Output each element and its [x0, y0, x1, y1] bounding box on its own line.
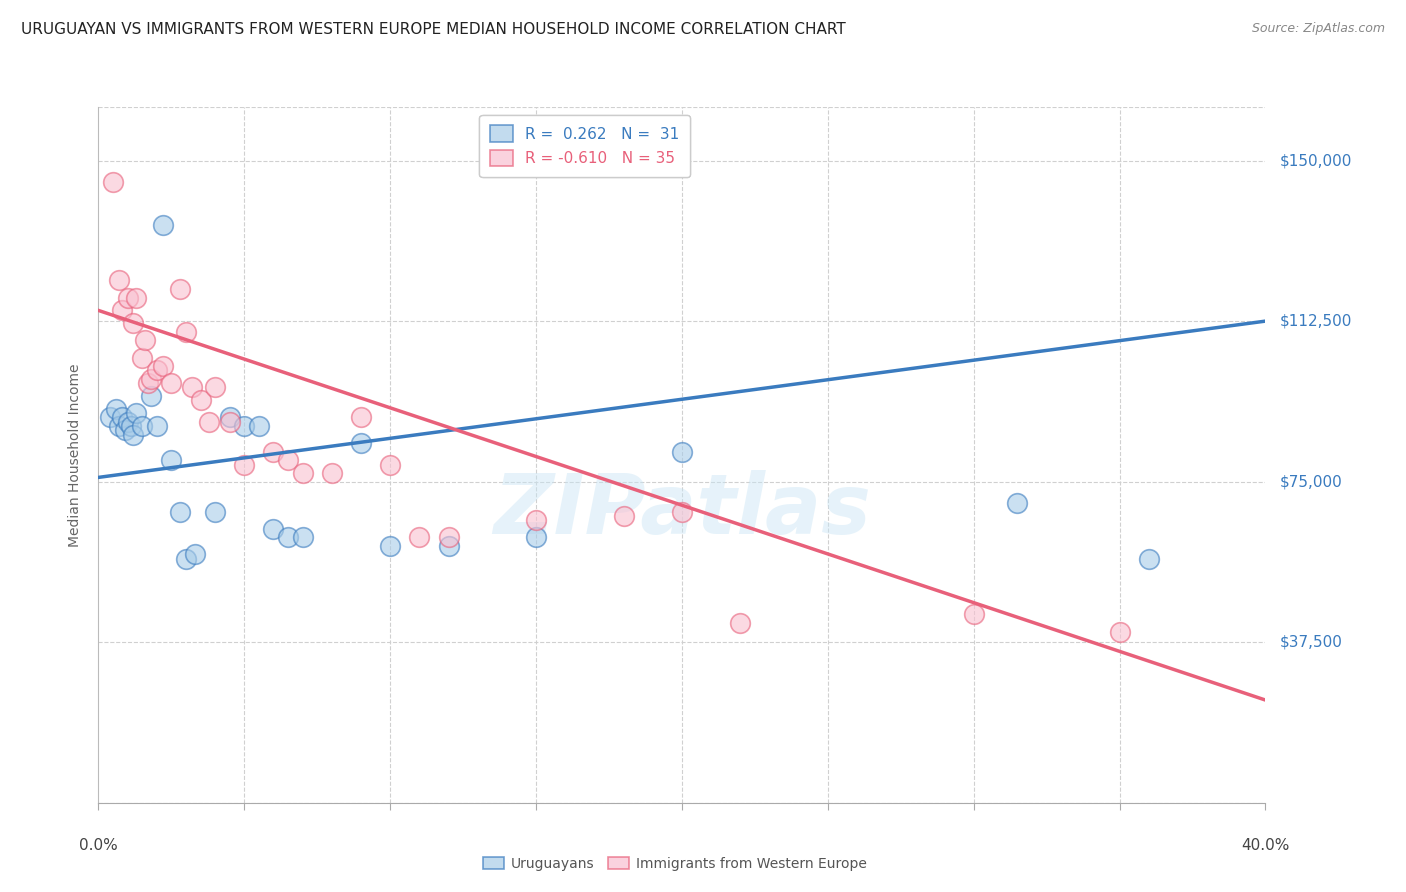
Point [190, 393, 212, 408]
Point [101, 175, 124, 189]
Point [612, 508, 634, 523]
Point [1108, 624, 1130, 639]
Point [204, 380, 226, 394]
Point [671, 505, 693, 519]
Point [277, 453, 299, 467]
Point [169, 282, 191, 296]
Point [247, 419, 270, 434]
Point [98, 410, 121, 425]
Y-axis label: Median Household Income: Median Household Income [69, 363, 83, 547]
Point [152, 359, 174, 373]
Point [204, 505, 226, 519]
Point [1007, 496, 1029, 510]
Legend: R =  0.262   N =  31, R = -0.610   N = 35: R = 0.262 N = 31, R = -0.610 N = 35 [479, 115, 690, 177]
Point [277, 530, 299, 544]
Point [350, 436, 373, 450]
Text: Source: ZipAtlas.com: Source: ZipAtlas.com [1251, 22, 1385, 36]
Point [139, 372, 162, 386]
Point [134, 334, 156, 348]
Point [146, 363, 169, 377]
Point [350, 410, 373, 425]
Text: ZIPatlas: ZIPatlas [494, 470, 870, 551]
Point [136, 376, 159, 391]
Point [233, 419, 256, 434]
Text: 0.0%: 0.0% [79, 838, 118, 853]
Text: $75,000: $75,000 [1279, 475, 1343, 489]
Point [108, 419, 131, 434]
Point [122, 427, 145, 442]
Point [111, 303, 134, 318]
Text: $112,500: $112,500 [1279, 314, 1351, 328]
Point [408, 530, 430, 544]
Point [962, 607, 984, 622]
Point [114, 423, 136, 437]
Point [233, 458, 256, 472]
Point [174, 325, 197, 339]
Point [146, 419, 169, 434]
Legend: Uruguayans, Immigrants from Western Europe: Uruguayans, Immigrants from Western Euro… [478, 851, 872, 876]
Point [437, 539, 460, 553]
Point [291, 466, 314, 480]
Point [180, 380, 202, 394]
Point [218, 410, 240, 425]
Point [437, 530, 460, 544]
Point [111, 410, 134, 425]
Point [120, 419, 142, 434]
Text: URUGUAYAN VS IMMIGRANTS FROM WESTERN EUROPE MEDIAN HOUSEHOLD INCOME CORRELATION : URUGUAYAN VS IMMIGRANTS FROM WESTERN EUR… [21, 22, 846, 37]
Point [139, 389, 162, 403]
Point [321, 466, 343, 480]
Text: 40.0%: 40.0% [1241, 838, 1289, 853]
Point [117, 291, 139, 305]
Point [125, 291, 148, 305]
Point [524, 530, 547, 544]
Text: $37,500: $37,500 [1279, 635, 1343, 649]
Point [104, 401, 127, 416]
Point [378, 539, 402, 553]
Point [524, 513, 547, 527]
Point [198, 415, 221, 429]
Point [183, 548, 205, 562]
Point [378, 458, 402, 472]
Point [174, 551, 197, 566]
Point [291, 530, 314, 544]
Point [218, 415, 240, 429]
Text: $150,000: $150,000 [1279, 153, 1351, 168]
Point [728, 615, 751, 630]
Point [160, 453, 183, 467]
Point [117, 415, 139, 429]
Point [160, 376, 183, 391]
Point [122, 316, 145, 330]
Point [169, 505, 191, 519]
Point [152, 218, 174, 232]
Point [262, 522, 284, 536]
Point [131, 351, 153, 365]
Point [1137, 551, 1160, 566]
Point [125, 406, 148, 420]
Point [108, 273, 131, 287]
Point [131, 419, 153, 434]
Point [262, 444, 284, 458]
Point [671, 444, 693, 458]
